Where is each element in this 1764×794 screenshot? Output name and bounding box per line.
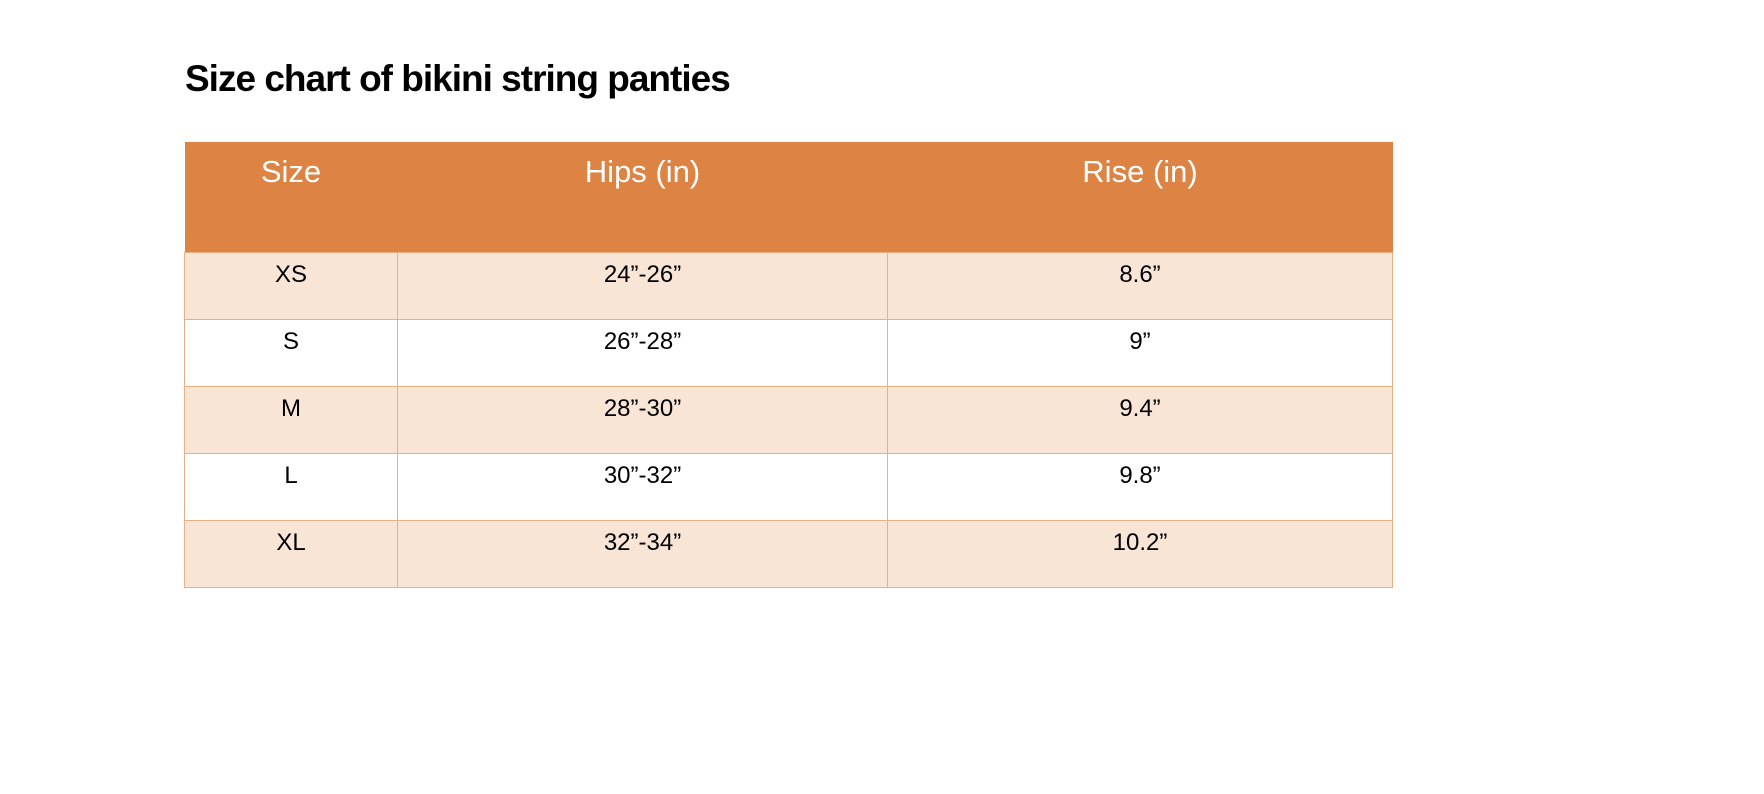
table-row-m: M 28”-30” 9.4” <box>184 385 1393 454</box>
cell-rise: 9” <box>887 318 1393 387</box>
cell-hips: 30”-32” <box>397 452 888 521</box>
cell-rise: 10.2” <box>887 519 1393 588</box>
size-chart-table: Size Hips (in) Rise (in) XS 24”-26” 8.6”… <box>184 142 1393 588</box>
cell-size: XS <box>184 251 398 320</box>
table-row-xl: XL 32”-34” 10.2” <box>184 519 1393 588</box>
header-cell-hips: Hips (in) <box>397 142 888 252</box>
table-row-s: S 26”-28” 9” <box>184 318 1393 387</box>
cell-size: XL <box>184 519 398 588</box>
cell-rise: 8.6” <box>887 251 1393 320</box>
cell-rise: 9.4” <box>887 385 1393 454</box>
cell-hips: 28”-30” <box>397 385 888 454</box>
header-row: Size Hips (in) Rise (in) <box>184 142 1393 252</box>
cell-size: L <box>184 452 398 521</box>
cell-size: M <box>184 385 398 454</box>
header-cell-size: Size <box>184 142 398 252</box>
page-title: Size chart of bikini string panties <box>185 58 731 99</box>
cell-hips: 32”-34” <box>397 519 888 588</box>
header-cell-rise: Rise (in) <box>887 142 1393 252</box>
table-row-xs: XS 24”-26” 8.6” <box>184 251 1393 320</box>
cell-size: S <box>184 318 398 387</box>
cell-hips: 26”-28” <box>397 318 888 387</box>
cell-rise: 9.8” <box>887 452 1393 521</box>
table-row-l: L 30”-32” 9.8” <box>184 452 1393 521</box>
cell-hips: 24”-26” <box>397 251 888 320</box>
